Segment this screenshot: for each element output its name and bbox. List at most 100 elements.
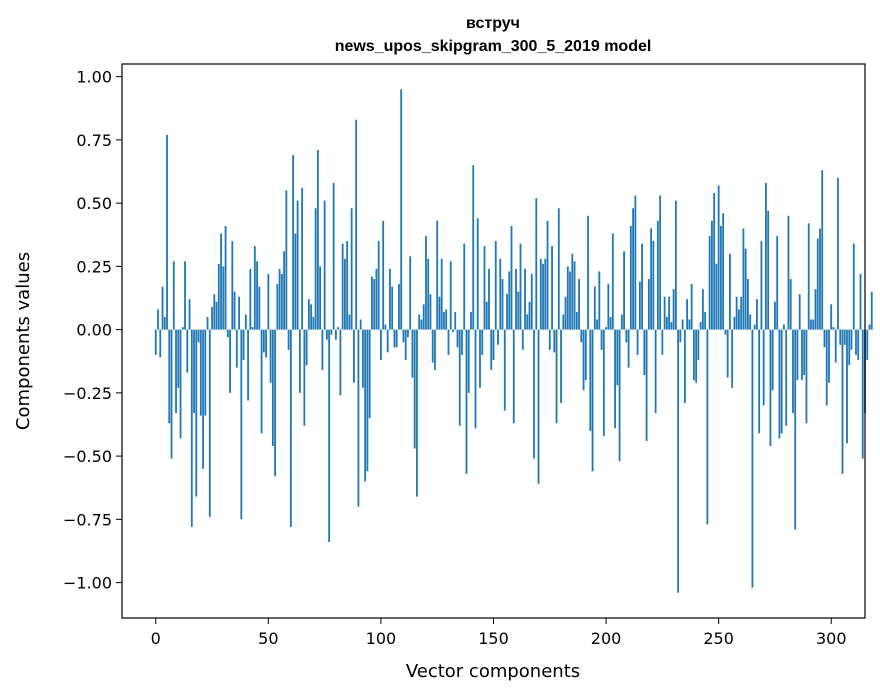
bar-208 xyxy=(623,251,625,330)
bar-299 xyxy=(828,329,830,383)
bar-271 xyxy=(765,182,767,330)
bar-96 xyxy=(371,276,373,330)
bar-203 xyxy=(611,233,614,330)
bar-201 xyxy=(607,284,610,330)
bar-309 xyxy=(850,329,853,350)
bar-258 xyxy=(735,296,738,330)
bar-172 xyxy=(542,263,544,330)
bar-114 xyxy=(411,329,414,378)
bar-237 xyxy=(688,319,691,330)
bar-191 xyxy=(584,329,587,381)
bar-19 xyxy=(197,329,200,343)
bar-130 xyxy=(447,329,450,355)
bar-181 xyxy=(562,314,565,330)
bar-136 xyxy=(461,329,463,355)
bar-171 xyxy=(539,258,542,330)
bar-151 xyxy=(494,241,497,330)
bar-141 xyxy=(472,165,475,330)
bar-287 xyxy=(801,329,803,381)
bar-301 xyxy=(832,327,835,330)
bar-157 xyxy=(508,271,511,330)
bar-32 xyxy=(226,329,229,338)
bar-314 xyxy=(861,329,864,459)
bar-307 xyxy=(846,329,848,444)
bar-247 xyxy=(711,220,713,330)
bar-68 xyxy=(307,299,310,330)
x-tick-label: 300 xyxy=(816,629,847,648)
bar-50 xyxy=(267,273,270,330)
bar-221 xyxy=(652,241,655,330)
bar-176 xyxy=(551,246,553,330)
bar-127 xyxy=(440,258,443,330)
bar-115 xyxy=(413,329,416,449)
bar-33 xyxy=(229,329,231,393)
x-tick-label: 100 xyxy=(366,629,397,648)
bar-209 xyxy=(625,329,628,343)
bar-241 xyxy=(697,329,700,360)
bar-318 xyxy=(870,291,873,330)
bar-163 xyxy=(521,329,524,350)
bar-274 xyxy=(771,329,774,391)
x-tick-label: 250 xyxy=(703,629,734,648)
bar-119 xyxy=(422,304,425,330)
bar-75 xyxy=(323,200,326,330)
bar-214 xyxy=(636,329,639,355)
bar-245 xyxy=(706,329,709,525)
bar-298 xyxy=(825,329,828,406)
bar-290 xyxy=(807,223,810,330)
bar-3 xyxy=(161,286,164,330)
y-tick-label: −0.75 xyxy=(63,510,112,529)
bar-154 xyxy=(501,279,504,330)
y-tick-label: 0.50 xyxy=(76,194,112,213)
bar-8 xyxy=(172,261,175,330)
bar-150 xyxy=(492,329,495,360)
bar-97 xyxy=(373,279,376,330)
bar-29 xyxy=(220,233,222,330)
bar-149 xyxy=(490,329,493,371)
bar-175 xyxy=(548,329,551,350)
bar-257 xyxy=(733,316,736,330)
bar-143 xyxy=(476,218,479,330)
bar-20 xyxy=(199,329,202,416)
bar-196 xyxy=(596,319,598,330)
bar-250 xyxy=(717,185,720,330)
bar-83 xyxy=(341,243,344,330)
bar-286 xyxy=(798,294,801,330)
bar-49 xyxy=(265,329,267,358)
bar-224 xyxy=(659,195,662,330)
bar-72 xyxy=(316,150,319,330)
bar-156 xyxy=(506,294,508,330)
bar-116 xyxy=(416,329,418,497)
bar-125 xyxy=(436,220,439,330)
bar-281 xyxy=(787,215,790,330)
bars xyxy=(154,89,873,593)
x-tick-label: 0 xyxy=(151,629,161,648)
bar-252 xyxy=(722,213,725,330)
bar-152 xyxy=(497,329,499,345)
bar-200 xyxy=(605,327,607,330)
bar-56 xyxy=(280,273,283,330)
bar-6 xyxy=(168,329,171,424)
bar-44 xyxy=(253,246,256,330)
bar-31 xyxy=(224,225,227,330)
bar-76 xyxy=(325,329,328,340)
bar-80 xyxy=(334,329,337,340)
bar-47 xyxy=(260,329,263,434)
bar-124 xyxy=(434,329,436,371)
bar-1 xyxy=(157,309,159,330)
bar-71 xyxy=(314,208,317,330)
bar-303 xyxy=(837,177,839,330)
bar-159 xyxy=(512,329,515,424)
y-axis-label: Components values xyxy=(13,252,34,430)
y-tick-label: 0.75 xyxy=(76,131,112,150)
bar-111 xyxy=(404,329,407,360)
bar-24 xyxy=(208,329,211,517)
bar-169 xyxy=(535,198,538,330)
bar-204 xyxy=(614,329,616,429)
bar-304 xyxy=(839,329,842,345)
bar-167 xyxy=(530,273,533,330)
bar-158 xyxy=(510,225,513,330)
bar-78 xyxy=(330,329,333,335)
bar-295 xyxy=(819,228,821,330)
bar-168 xyxy=(533,329,535,459)
